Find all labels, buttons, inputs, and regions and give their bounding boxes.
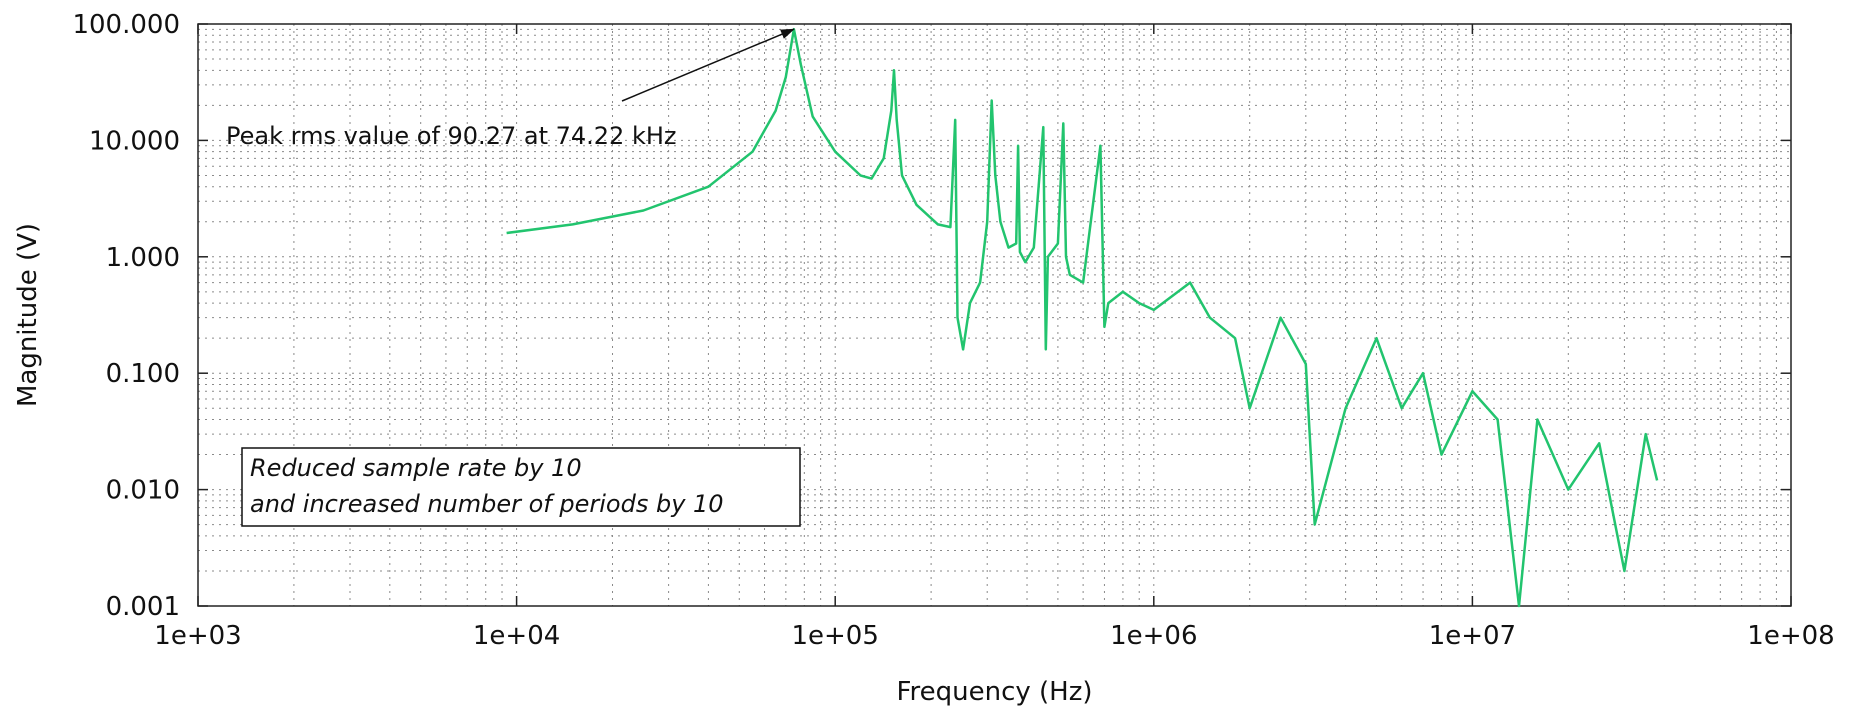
y-axis-label: Magnitude (V) [13, 223, 43, 407]
note-line-2: and increased number of periods by 10 [250, 490, 724, 518]
y-tick-label: 0.001 [106, 592, 180, 622]
x-tick-label: 1e+08 [1747, 621, 1834, 651]
peak-annotation: Peak rms value of 90.27 at 74.22 kHz [226, 28, 795, 150]
x-tick-label: 1e+03 [154, 621, 241, 651]
x-tick-label: 1e+04 [473, 621, 560, 651]
peak-arrow [621, 28, 795, 102]
y-tick-label: 1.000 [106, 243, 180, 273]
y-tick-label: 0.010 [106, 476, 180, 506]
x-tick-label: 1e+05 [791, 621, 878, 651]
series-layer [506, 27, 1659, 608]
ticks: 1e+03 1e+04 1e+05 1e+06 1e+07 1e+08 0.001 0.010… [72, 10, 1834, 651]
y-tick-label: 100.000 [72, 10, 180, 40]
x-axis-label: Frequency (Hz) [896, 677, 1092, 707]
peak-annotation-text: Peak rms value of 90.27 at 74.22 kHz [226, 122, 676, 150]
y-tick-label: 0.100 [106, 359, 180, 389]
note-line-1: Reduced sample rate by 10 [250, 454, 582, 482]
note-box: Reduced sample rate by 10 and increased … [241, 447, 801, 527]
note-box-frame [241, 447, 801, 527]
x-tick-label: 1e+06 [1110, 621, 1197, 651]
x-tick-label: 1e+07 [1429, 621, 1516, 651]
y-tick-label: 10.000 [89, 126, 180, 156]
plot-frame [197, 23, 1792, 607]
series-line [506, 27, 1659, 608]
